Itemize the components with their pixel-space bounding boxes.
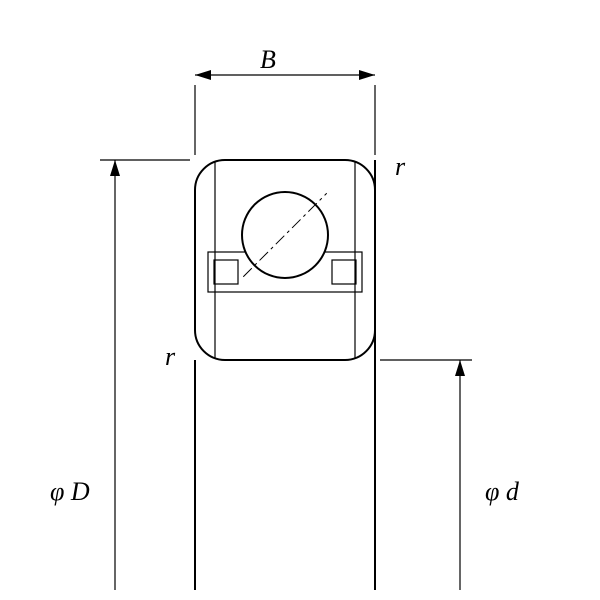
r-label-top: r (395, 152, 406, 181)
bearing-diagram: Bφ D φ d r r (0, 0, 600, 600)
arrowhead (110, 160, 120, 176)
r-label-bottom: r (165, 342, 176, 371)
arrowhead (455, 360, 465, 376)
dim-d-label: φ d (485, 477, 520, 506)
arrowhead (195, 70, 211, 80)
arrowhead (359, 70, 375, 80)
dim-B-label: B (260, 45, 276, 74)
dim-D-label: φ D (50, 477, 90, 506)
